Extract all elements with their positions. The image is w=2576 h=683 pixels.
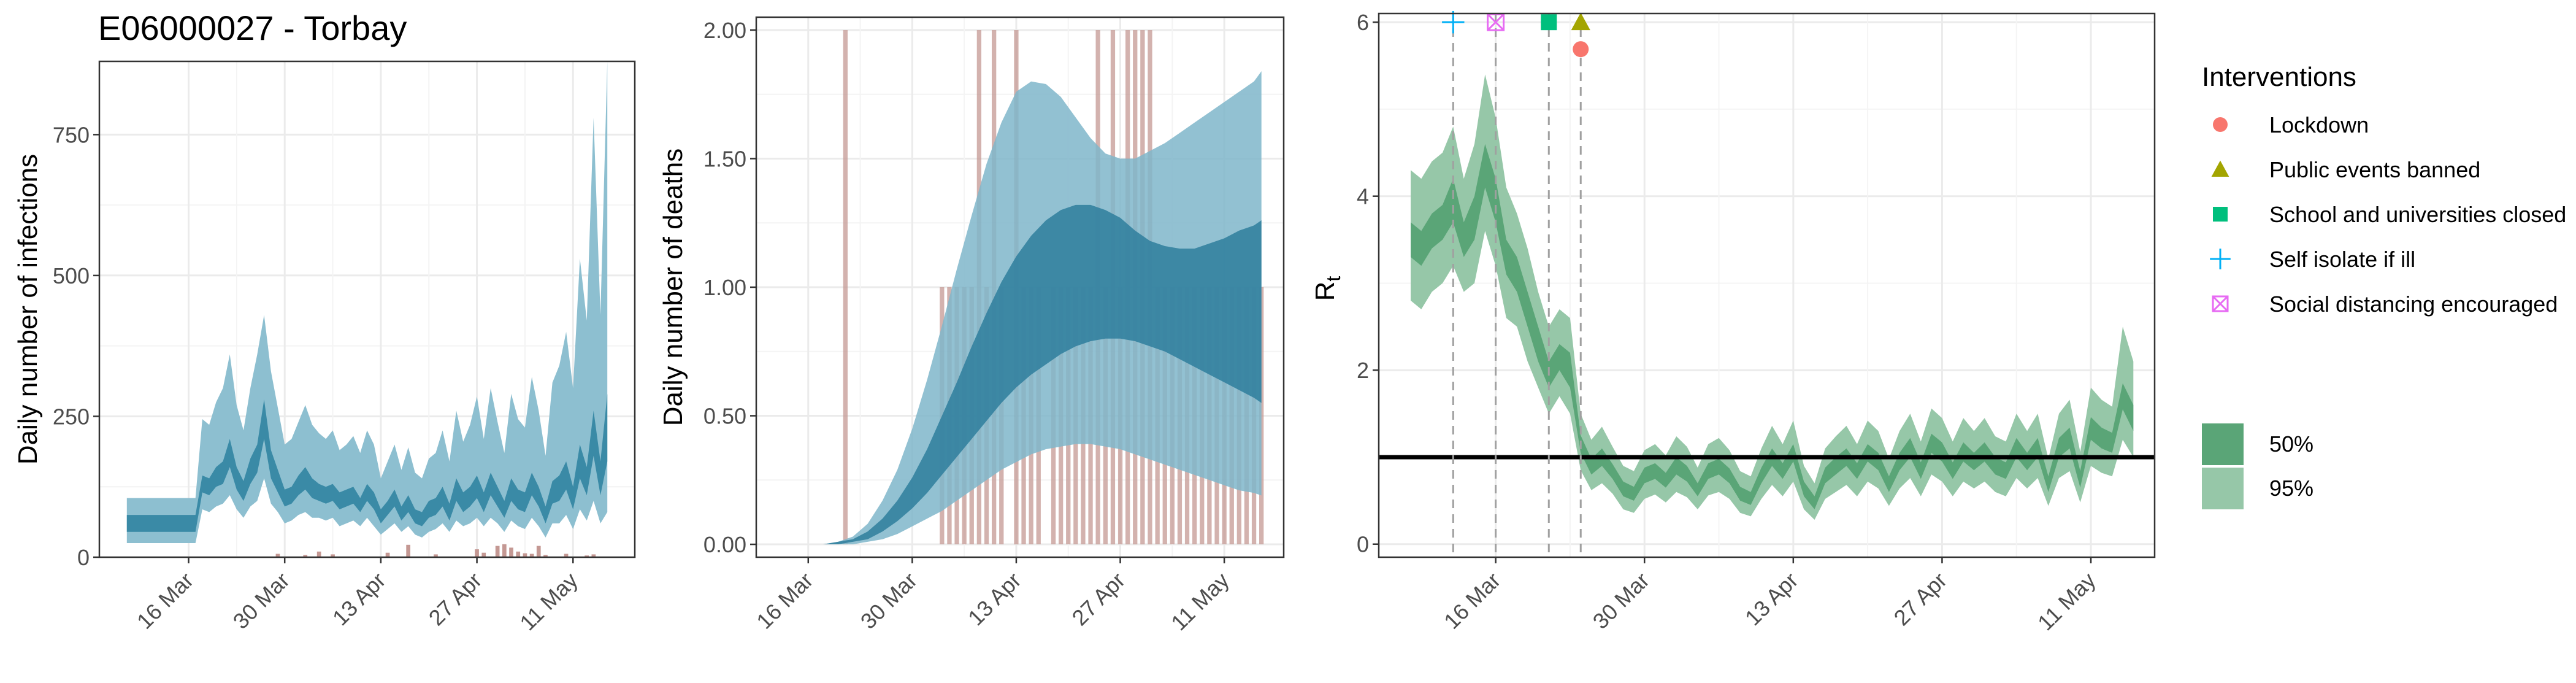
- legend-key-plus: [2210, 249, 2231, 269]
- infections-observed-bar: [331, 554, 335, 557]
- infections-band-50-area: [126, 393, 608, 532]
- infections-observed-bar: [434, 554, 438, 557]
- legend-key-circle: [2213, 117, 2228, 132]
- panel-deaths-y-label: Daily number of deaths: [658, 149, 688, 426]
- legend: Interventions Lockdown Public events bann…: [2202, 62, 2566, 509]
- infections-observed-bar: [591, 554, 596, 557]
- infections-observed-bar: [385, 552, 390, 557]
- panel-infections-border: [98, 60, 636, 558]
- legend-key-circle-circle: [2213, 117, 2228, 132]
- legend-key-square-cross: [2212, 295, 2229, 312]
- infections-observed-bar: [275, 554, 280, 557]
- legend-key-square-square: [2213, 207, 2228, 222]
- legend-key-square: [2213, 207, 2228, 222]
- infections-observed-bar: [509, 547, 513, 557]
- infections-observed-bar: [523, 553, 527, 557]
- rt-y-tick-label: 0: [1357, 532, 1369, 557]
- infections-observed-bar: [316, 551, 321, 557]
- legend-key-square-cross-diag-2: [2212, 295, 2229, 312]
- intervention-marker: [1442, 10, 1465, 34]
- infections-band-50: [126, 393, 608, 532]
- infections-observed-bar: [529, 554, 534, 557]
- infections-y-tick-label: 250: [53, 404, 90, 429]
- legend-key-triangle: [2211, 160, 2229, 177]
- rt-y-tick-label: 2: [1357, 358, 1369, 383]
- infections-observed-bar: [303, 555, 308, 557]
- legend-title: Interventions: [2202, 62, 2356, 92]
- panel-rt-y-axis: 0 2 4 6: [1357, 10, 1379, 557]
- deaths-y-tick-label: 0.00: [703, 532, 746, 557]
- intervention-marker-square: [1541, 14, 1557, 31]
- intervention-marker-circle: [1573, 41, 1589, 58]
- deaths-band-50-area: [823, 204, 1262, 544]
- infections-y-tick-label: 750: [53, 122, 90, 147]
- rt-y-tick-label: 4: [1357, 184, 1369, 209]
- infections-observed-bar: [475, 549, 479, 557]
- infections-observed-bar: [481, 552, 486, 557]
- panel-infections-y-label: Daily number of infections: [13, 154, 43, 465]
- intervention-marker: [1573, 41, 1589, 58]
- infections-observed-bar: [516, 551, 521, 557]
- rt-band-50-area: [1411, 144, 2134, 510]
- infections-observed-bar: [543, 555, 548, 557]
- page-title: E06000027 - Torbay: [98, 9, 407, 47]
- legend-band-label: 50%: [2269, 431, 2313, 457]
- legend-key-square-cross-box: [2212, 295, 2229, 312]
- intervention-lines: [1452, 14, 1582, 557]
- legend-band-swatch: [2202, 468, 2244, 509]
- legend-item-label: School and universities closed: [2269, 202, 2566, 227]
- rt-band-95: [1411, 74, 2134, 520]
- rt-band-95-area: [1411, 74, 2134, 520]
- legend-band-swatch: [2202, 423, 2244, 465]
- deaths-y-tick-label: 2.00: [703, 18, 746, 43]
- deaths-observed-bar: [843, 30, 848, 545]
- legend-key-triangle-triangle: [2211, 160, 2229, 177]
- intervention-marker-triangle: [1571, 12, 1590, 31]
- infections-y-tick-label: 500: [53, 263, 90, 288]
- legend-band-label: 95%: [2269, 476, 2313, 501]
- legend-item-label: Public events banned: [2269, 157, 2480, 182]
- infections-band-95-area: [126, 61, 608, 543]
- deaths-y-tick-label: 0.50: [703, 404, 746, 429]
- deaths-band-50: [823, 204, 1262, 544]
- panel-infections-y-axis: 0 250 500 750: [53, 122, 99, 570]
- rt-y-label-main: R: [1310, 282, 1340, 301]
- rt-band-50: [1411, 144, 2134, 510]
- intervention-marker-diag-2: [1487, 14, 1505, 31]
- infections-observed-bars: [275, 544, 596, 557]
- infections-y-tick-label: 0: [77, 545, 90, 570]
- intervention-marker: [1571, 12, 1590, 31]
- deaths-y-tick-label: 1.00: [703, 275, 746, 300]
- legend-bands: 50% 95%: [2202, 423, 2313, 509]
- infections-observed-bar: [564, 554, 569, 557]
- legend-items: Lockdown Public events banned School and u…: [2210, 112, 2566, 317]
- legend-item-label: Self isolate if ill: [2269, 247, 2415, 272]
- panel-rt-border: [1378, 12, 2156, 558]
- infections-observed-bar: [495, 546, 500, 557]
- legend-item-label: Lockdown: [2269, 112, 2369, 137]
- rt-y-label-subscript: t: [1322, 276, 1344, 282]
- infections-observed-bar: [585, 555, 589, 557]
- legend-item-label: Social distancing encouraged: [2269, 291, 2558, 317]
- infections-observed-bar: [406, 544, 410, 557]
- rt-y-tick-label: 6: [1357, 10, 1369, 35]
- infections-observed-bar: [502, 544, 507, 557]
- intervention-marker: [1541, 14, 1557, 31]
- infections-band-95: [126, 61, 608, 543]
- deaths-y-tick-label: 1.50: [703, 146, 746, 171]
- panel-deaths-y-axis: 0.00 0.50 1.00 1.50 2.00: [703, 18, 756, 557]
- panel-rt-y-label: Rt: [1310, 276, 1344, 301]
- infections-observed-bar: [536, 546, 541, 557]
